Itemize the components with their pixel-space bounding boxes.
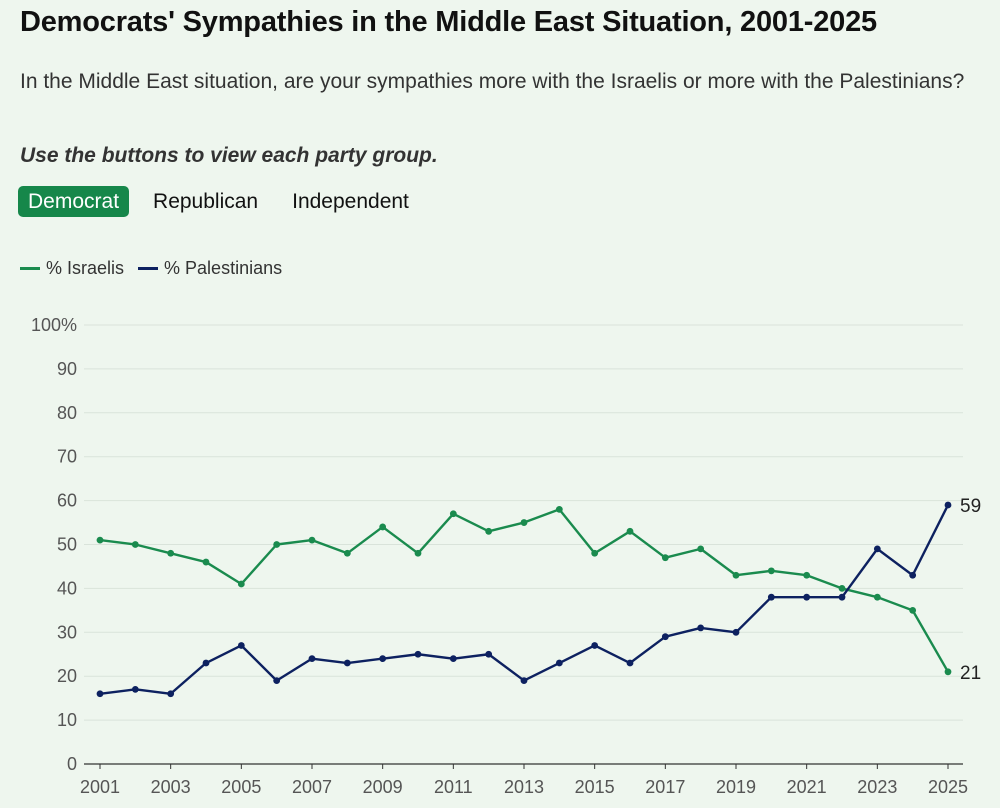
- y-tick-label: 50: [57, 535, 77, 555]
- data-point-israelis: [767, 567, 775, 575]
- data-point-israelis: [414, 549, 422, 557]
- x-tick-label: 2023: [857, 777, 897, 797]
- data-point-israelis: [449, 510, 457, 518]
- data-point-palestinians: [803, 593, 811, 601]
- data-point-palestinians: [96, 690, 104, 698]
- x-tick-label: 2017: [645, 777, 685, 797]
- data-point-israelis: [803, 571, 811, 579]
- data-point-israelis: [343, 549, 351, 557]
- data-point-israelis: [555, 505, 563, 513]
- data-point-israelis: [838, 585, 846, 592]
- data-point-israelis: [697, 545, 705, 553]
- data-point-israelis: [520, 519, 528, 526]
- data-point-israelis: [485, 527, 493, 535]
- chart-subtitle: In the Middle East situation, are your s…: [20, 70, 965, 93]
- legend-label-palestinians: % Palestinians: [164, 258, 283, 278]
- data-point-palestinians: [167, 690, 175, 698]
- data-point-palestinians: [873, 545, 881, 553]
- legend-item-israelis: % Israelis: [20, 258, 124, 279]
- data-point-palestinians: [308, 655, 316, 663]
- data-point-israelis: [661, 554, 669, 562]
- x-tick-label: 2001: [80, 777, 120, 797]
- republican-button[interactable]: Republican: [143, 186, 268, 217]
- legend-swatch-palestinians: [138, 267, 159, 270]
- chart-legend: % Israelis % Palestinians: [20, 258, 296, 279]
- data-point-israelis: [944, 668, 952, 676]
- data-point-palestinians: [379, 655, 387, 663]
- data-point-israelis: [131, 541, 139, 548]
- x-tick-label: 2009: [363, 777, 403, 797]
- data-point-israelis: [626, 527, 634, 535]
- x-tick-label: 2021: [787, 777, 827, 797]
- data-point-palestinians: [555, 659, 563, 667]
- data-point-israelis: [273, 541, 281, 548]
- line-chart: 0 10 20 30 40 50 60 70 80 90 100% 2001 2003 2005 2007 2…: [31, 315, 981, 797]
- democrat-button[interactable]: Democrat: [18, 186, 130, 217]
- end-label-palestinians: 59: [960, 496, 981, 517]
- y-tick-label: 70: [57, 447, 77, 467]
- y-tick-label: 90: [57, 359, 77, 379]
- data-point-palestinians: [591, 642, 599, 649]
- x-tick-label: 2007: [292, 777, 332, 797]
- data-point-israelis: [873, 593, 881, 601]
- data-point-palestinians: [767, 593, 775, 601]
- data-point-israelis: [202, 558, 210, 566]
- data-point-israelis: [909, 606, 917, 614]
- legend-swatch-israelis: [20, 267, 40, 270]
- data-point-palestinians: [414, 650, 422, 658]
- data-point-palestinians: [485, 650, 493, 658]
- y-tick-label: 20: [57, 666, 77, 686]
- data-point-israelis: [237, 580, 245, 588]
- x-tick-label: 2011: [434, 777, 473, 797]
- data-point-israelis: [591, 549, 599, 557]
- x-tick-label: 2005: [221, 777, 261, 797]
- y-tick-label: 60: [57, 491, 77, 511]
- y-tick-label: 0: [67, 754, 77, 774]
- data-point-palestinians: [697, 624, 705, 632]
- instruction-text: Use the buttons to view each party group…: [20, 144, 438, 167]
- y-tick-label: 80: [57, 403, 77, 423]
- legend-label-israelis: % Israelis: [46, 258, 125, 278]
- independent-button[interactable]: Independent: [282, 186, 419, 217]
- y-tick-label: 40: [57, 578, 77, 598]
- data-point-palestinians: [732, 628, 740, 636]
- x-tick-label: 2015: [575, 777, 615, 797]
- y-tick-label: 10: [57, 710, 77, 730]
- data-point-palestinians: [237, 642, 245, 649]
- data-point-palestinians: [944, 501, 952, 509]
- data-point-israelis: [167, 549, 175, 557]
- data-point-palestinians: [449, 655, 457, 663]
- party-button-group: Democrat Republican Independent: [18, 186, 433, 217]
- x-tick-label: 2003: [151, 777, 191, 797]
- x-tick-label: 2013: [504, 777, 544, 797]
- data-point-palestinians: [343, 659, 351, 667]
- x-tick-label: 2025: [928, 777, 968, 797]
- data-point-israelis: [732, 571, 740, 579]
- data-point-palestinians: [131, 685, 139, 693]
- data-point-palestinians: [661, 633, 669, 641]
- data-point-palestinians: [202, 659, 210, 667]
- data-point-palestinians: [273, 677, 281, 684]
- y-tick-label: 30: [57, 622, 77, 642]
- data-point-palestinians: [838, 593, 846, 601]
- data-point-israelis: [379, 523, 387, 531]
- data-point-israelis: [308, 536, 316, 544]
- data-point-palestinians: [909, 571, 917, 579]
- data-point-palestinians: [626, 659, 634, 667]
- end-label-israelis: 21: [960, 663, 981, 684]
- y-tick-label: 100%: [31, 315, 77, 335]
- legend-item-palestinians: % Palestinians: [138, 258, 282, 279]
- chart-title: Democrats' Sympathies in the Middle East…: [20, 6, 877, 38]
- series-line-palestinians: [99, 504, 950, 695]
- series-line-israelis: [99, 508, 950, 673]
- data-point-israelis: [96, 536, 104, 544]
- x-tick-label: 2019: [716, 777, 756, 797]
- data-point-palestinians: [520, 677, 528, 684]
